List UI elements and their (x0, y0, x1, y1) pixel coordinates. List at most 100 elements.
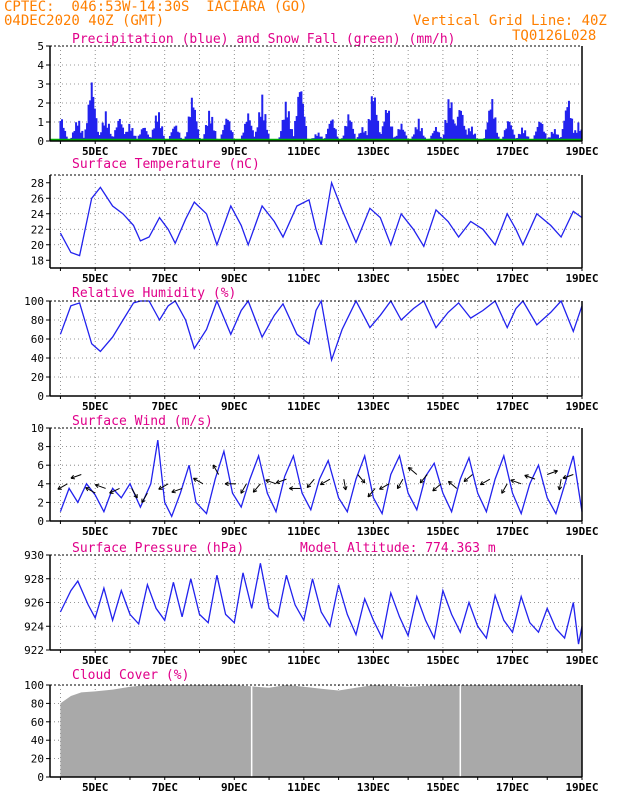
wind-arrow (240, 483, 247, 494)
run-code: TQ0126L028 (512, 28, 597, 44)
wind-arrow (547, 470, 558, 475)
wind-arrowhead (432, 486, 435, 492)
precip-bar (521, 127, 524, 141)
temp-title: Surface Temperature (nC) (72, 157, 260, 172)
precip-bar (569, 118, 572, 141)
precip-bar (503, 130, 506, 141)
precip-bar (384, 110, 387, 141)
y-tick-label: 2 (37, 97, 44, 110)
precip-bar (347, 114, 350, 141)
precip-bar (262, 120, 265, 141)
x-tick-label: 9DEC (221, 654, 248, 667)
precip-bar (170, 132, 173, 141)
precip-bar (247, 113, 250, 141)
precip-bar (511, 129, 514, 141)
wind-title: Surface Wind (m/s) (72, 414, 213, 429)
precip-bar (344, 125, 347, 141)
wind-arrowhead (558, 486, 563, 491)
precip-bar (362, 132, 365, 141)
y-tick-label: 924 (24, 620, 44, 633)
precip-bar (370, 96, 373, 141)
wind-arrowhead (510, 478, 515, 481)
precip-bar (78, 120, 81, 141)
wind-arrowhead (94, 484, 99, 489)
grid-note: Vertical Grid Line: 40Z (413, 13, 607, 29)
wind-arrow (109, 487, 120, 494)
wind-arrow (408, 467, 418, 475)
wind-arrowhead (379, 485, 383, 490)
precip-bar (333, 127, 336, 141)
precip-bar (259, 116, 262, 141)
precip-bar (491, 99, 494, 141)
precip-bar (453, 123, 456, 141)
precip-bar (369, 120, 372, 141)
wind-arrowhead (562, 477, 568, 480)
precip-bar (383, 121, 386, 141)
precip-bar (375, 114, 378, 141)
precip-bar (571, 118, 574, 141)
precip-bar (204, 125, 207, 141)
y-tick-label: 40 (31, 352, 44, 365)
x-tick-label: 9DEC (221, 272, 248, 285)
precip-bar (240, 135, 243, 141)
wind-arrowhead (479, 480, 483, 485)
y-tick-label: 40 (31, 734, 44, 747)
precip-bar (506, 121, 509, 141)
y-tick-label: 10 (31, 422, 44, 435)
precip-bar (305, 126, 308, 141)
precip-bar (84, 129, 87, 141)
precip-bar (449, 108, 452, 141)
precip-bar (466, 134, 469, 141)
x-tick-label: 11DEC (287, 272, 320, 285)
wind-arrowhead (432, 489, 437, 492)
wind-arrowhead (367, 494, 372, 498)
precip-bar (64, 130, 67, 141)
precip-bar (377, 120, 380, 141)
precip-bar (59, 120, 62, 141)
precip-bar (316, 135, 319, 141)
wind-arrow (306, 478, 315, 488)
precip-bar (294, 120, 297, 141)
x-tick-label: 5DEC (82, 400, 109, 413)
precip-bar (172, 128, 175, 141)
precip-bar (486, 122, 489, 141)
y-tick-label: 26 (31, 192, 44, 205)
wind-arrow (419, 474, 428, 484)
precip-bar (168, 136, 171, 141)
wind-arrow (131, 488, 138, 499)
precip-bar (159, 128, 162, 141)
precip-bar (176, 131, 179, 141)
precip-bar (395, 135, 398, 141)
precip-bar (250, 125, 253, 141)
wind-arrowhead (367, 492, 370, 497)
wind-arrowhead (57, 485, 61, 490)
precip-bar (572, 132, 575, 141)
precip-bar (132, 135, 135, 141)
precip-bar (143, 127, 146, 141)
y-tick-label: 0 (37, 771, 44, 784)
precip-bar (525, 136, 528, 141)
precip-bar (96, 131, 99, 141)
x-tick-label: 5DEC (82, 145, 109, 158)
wind-arrowhead (252, 488, 255, 493)
wind-arrowhead (253, 490, 258, 493)
x-tick-label: 15DEC (426, 781, 459, 794)
wind-arrowhead (276, 482, 281, 485)
y-tick-label: 930 (24, 549, 44, 562)
y-tick-label: 18 (31, 254, 44, 267)
precip-bar (358, 133, 361, 141)
precip-bar (178, 132, 181, 141)
precip-bar (519, 134, 522, 141)
cloud-title: Cloud Cover (%) (72, 668, 189, 683)
precip-bar (300, 91, 303, 141)
wind-arrow (158, 483, 169, 490)
precip-bar (492, 118, 495, 141)
wind-arrowhead (419, 478, 422, 484)
precip-bar (92, 96, 95, 141)
precip-bar (345, 126, 348, 141)
pres-series-line (59, 563, 583, 645)
x-tick-label: 15DEC (426, 272, 459, 285)
precip-bar (455, 125, 458, 141)
precip-bar (71, 132, 74, 141)
